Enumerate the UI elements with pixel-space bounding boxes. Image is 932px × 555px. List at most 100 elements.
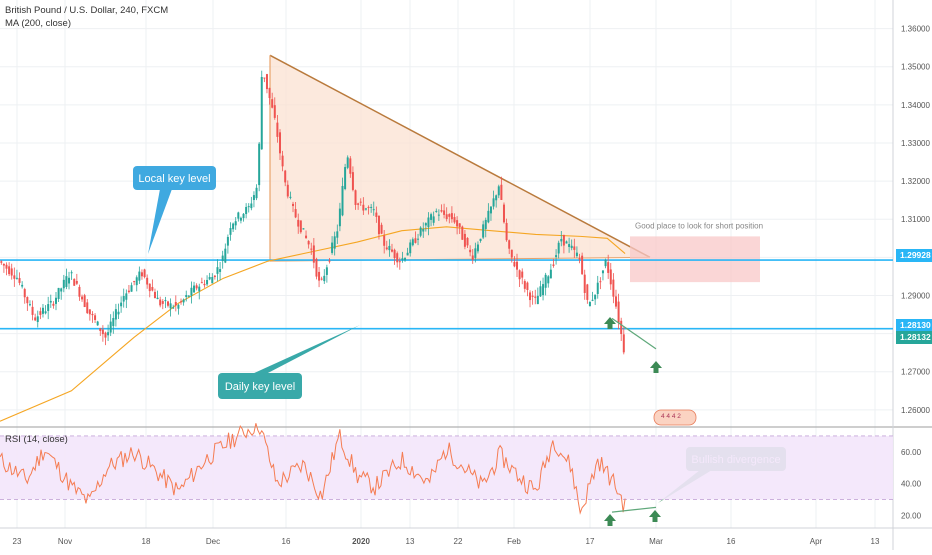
candle-body <box>120 302 123 307</box>
candle-body <box>432 216 435 223</box>
candle-body <box>203 283 206 286</box>
candle-body <box>60 288 63 292</box>
candle-body <box>265 74 268 90</box>
time-axis-label: 13 <box>871 537 880 546</box>
candle-body <box>289 196 292 198</box>
daily-key-level-callout-tail <box>252 325 360 374</box>
candle-body <box>146 277 149 285</box>
candle-body <box>195 285 198 289</box>
candle-body <box>547 276 550 284</box>
candle-body <box>88 309 91 315</box>
candle-body <box>125 293 128 300</box>
candle-body <box>349 158 352 174</box>
candle-body <box>130 285 133 292</box>
triangle-fill <box>270 55 650 262</box>
price-tag-lower-b: 1.28132 <box>896 331 932 344</box>
candle-body <box>404 258 407 261</box>
candle-body <box>367 206 370 208</box>
candle-body <box>364 208 367 210</box>
candle-body <box>213 275 216 278</box>
candle-body <box>83 295 86 308</box>
candle-body <box>281 155 284 167</box>
candle-body <box>549 269 552 279</box>
candle-body <box>159 299 162 306</box>
candle-body <box>112 317 115 327</box>
candle-body <box>489 206 492 214</box>
candle-body <box>362 204 365 211</box>
ma-line <box>0 226 626 422</box>
time-axis-label: Dec <box>206 537 220 546</box>
candle-body <box>8 266 11 275</box>
candle-body <box>164 300 167 302</box>
candle-body <box>377 215 380 235</box>
short-zone-label: Good place to look for short position <box>635 221 763 230</box>
daily-key-level-callout-box <box>218 373 302 399</box>
candle-body <box>219 269 222 272</box>
price-axis-label: 1.26000 <box>901 406 930 415</box>
candle-body <box>622 334 625 353</box>
candle-body <box>122 296 125 302</box>
candle-body <box>523 281 526 289</box>
candle-body <box>310 248 313 250</box>
candle-body <box>518 270 521 280</box>
candle-body <box>182 299 185 303</box>
candle-body <box>531 295 534 297</box>
candle-body <box>75 280 78 284</box>
candle-body <box>508 240 511 249</box>
candle-body <box>109 321 112 333</box>
candle-body <box>315 258 318 277</box>
candle-body <box>247 206 250 208</box>
events-marker-label: 4 4 4 2 <box>661 413 681 420</box>
candle-body <box>544 274 547 288</box>
candle-body <box>28 304 31 306</box>
candle-body <box>294 209 297 218</box>
candle-body <box>284 170 287 183</box>
candle-body <box>578 258 581 260</box>
candle-body <box>229 228 232 235</box>
candle-body <box>474 248 477 258</box>
candle-body <box>471 255 474 260</box>
candle-body <box>586 284 589 300</box>
candle-body <box>591 299 594 301</box>
candle-body <box>174 302 177 306</box>
time-axis-label: Nov <box>58 537 72 546</box>
up-arrow-rsi-2 <box>649 510 661 522</box>
candle-body <box>114 309 117 320</box>
candle-body <box>65 276 68 287</box>
candle-body <box>239 217 242 221</box>
up-arrow-price-2 <box>650 361 662 373</box>
candle-body <box>172 307 175 309</box>
candle-body <box>492 198 495 207</box>
price-axis-label: 1.27000 <box>901 368 930 377</box>
events-marker <box>653 409 697 426</box>
candle-body <box>497 186 500 196</box>
price-axis-label: 1.36000 <box>901 25 930 34</box>
candle-body <box>312 245 315 263</box>
candle-body <box>588 301 591 307</box>
price-axis-label: 1.34000 <box>901 101 930 110</box>
up-arrow-price-1 <box>604 317 616 329</box>
candle-body <box>609 269 612 285</box>
candle-body <box>620 320 623 335</box>
candle-body <box>226 236 229 246</box>
candle-body <box>224 248 227 263</box>
candle-body <box>385 247 388 250</box>
candle-body <box>372 209 375 211</box>
candle-body <box>325 267 328 275</box>
candle-body <box>193 285 196 293</box>
candle-body <box>463 233 466 247</box>
candle-body <box>318 271 321 281</box>
rsi-axis-label: 20.00 <box>901 511 922 520</box>
time-axis-label: 23 <box>13 537 22 546</box>
candle-body <box>10 268 13 276</box>
candle-body <box>99 328 102 331</box>
candle-body <box>135 277 138 286</box>
candle-body <box>41 307 44 314</box>
candle-body <box>539 286 542 297</box>
candle-body <box>68 277 71 284</box>
candle-body <box>242 213 245 219</box>
candles <box>0 70 625 355</box>
candle-body <box>443 210 446 215</box>
